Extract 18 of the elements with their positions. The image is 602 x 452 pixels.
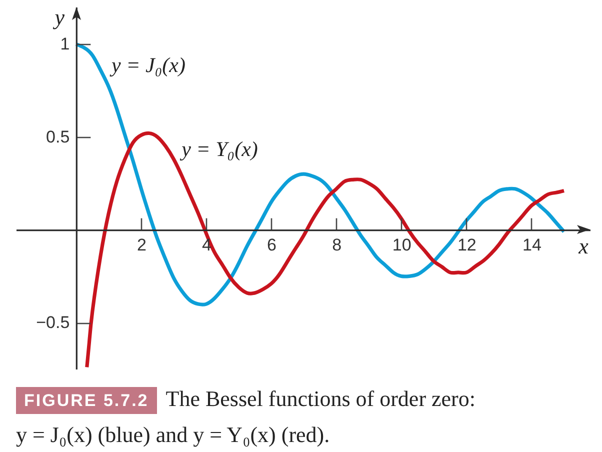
x-tick-label: 8 [332, 235, 342, 254]
y-tick-label: −0.5 [36, 313, 70, 332]
y-tick-label: 1 [60, 34, 70, 54]
x-tick-label: 14 [522, 235, 542, 254]
x-axis-title: x [578, 233, 589, 258]
x-tick-label: 2 [136, 235, 146, 254]
series-label: y = J₀(x) [110, 53, 186, 78]
line-series [85, 131, 566, 369]
series-label: y = Y₀(x) [180, 137, 258, 162]
x-tick-label: 12 [457, 235, 476, 254]
caption: FIGURE 5.7.2 [16, 387, 157, 414]
x-tick-label: 6 [267, 235, 277, 254]
x-tick-label: 10 [392, 235, 412, 254]
text: y = J₀(x) (blue) and y = Y₀(x) (red). [16, 422, 330, 447]
line-series [74, 42, 566, 306]
text: The Bessel functions of order zero: [166, 386, 476, 411]
y-axis-title: y [52, 4, 65, 30]
y-tick-label: 0.5 [46, 127, 70, 146]
